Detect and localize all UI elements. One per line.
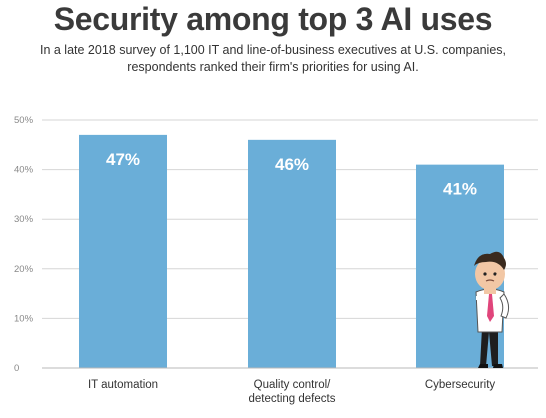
category-label: detecting defects: [249, 393, 336, 405]
chart-title: Security among top 3 AI uses: [53, 1, 493, 37]
figure-mouth: [485, 279, 495, 282]
y-tick-label: 0: [14, 363, 19, 374]
category-label: Cybersecurity: [425, 379, 496, 391]
bar: [248, 139, 336, 368]
figure-arm: [499, 293, 510, 319]
thinking-man-figure: [474, 251, 510, 368]
data-label: 41%: [443, 180, 477, 199]
figure-legs: [480, 328, 498, 366]
figure-head: [475, 258, 505, 290]
y-tick-label: 10%: [14, 313, 34, 324]
data-label: 46%: [275, 155, 309, 174]
y-tick-label: 40%: [14, 165, 34, 176]
category-label: IT automation: [88, 379, 158, 391]
figure-hand: [496, 272, 504, 280]
category-label: Quality control/: [254, 379, 332, 391]
bar: [79, 134, 167, 368]
figure-tie: [487, 294, 494, 322]
chart-subtitle: In a late 2018 survey of 1,100 IT and li…: [20, 42, 526, 76]
figure-eye-left: [483, 272, 487, 276]
figure-shoe-left: [478, 364, 488, 368]
subtitle-line-2: respondents ranked their firm's prioriti…: [127, 60, 419, 74]
y-tick-label: 30%: [14, 214, 34, 225]
figure-collar: [476, 296, 480, 300]
subtitle-line-1: In a late 2018 survey of 1,100 IT and li…: [39, 43, 506, 57]
figure-eye-right: [493, 272, 497, 276]
y-tick-label: 20%: [14, 264, 34, 275]
figure-shoe-right: [493, 364, 503, 368]
data-label: 47%: [106, 150, 140, 169]
figure-hair: [474, 251, 506, 270]
y-tick-label: 50%: [14, 115, 34, 126]
